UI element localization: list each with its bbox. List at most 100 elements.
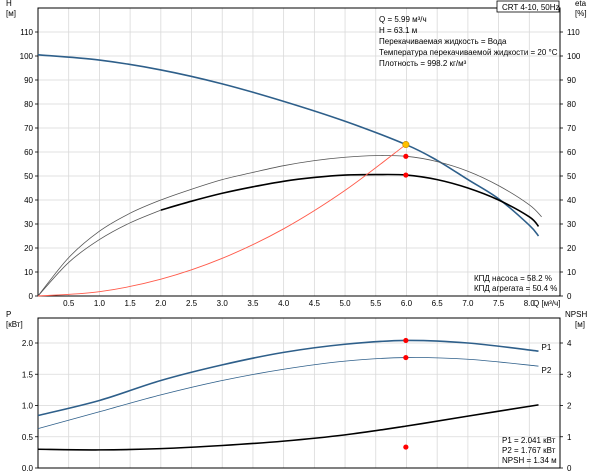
top-y-tick-label-right: 100: [567, 52, 581, 61]
bottom-duty-point-marker: [403, 354, 409, 361]
duty-point-marker: [402, 141, 410, 149]
bottom-y-tick-label-left: 0.5: [22, 433, 34, 442]
bottom-y-label-left-line1: P: [6, 310, 11, 319]
info-line: Перекачиваемая жидкость = Вода: [379, 37, 507, 46]
x-tick-label: 5.5: [370, 299, 382, 308]
top-y-label-left-line2: [м]: [6, 9, 16, 18]
x-tick-label: 6.0: [401, 299, 413, 308]
top-series-group: [37, 54, 542, 297]
series-pump-efficiency-thin: [37, 155, 542, 297]
bottom-y-tick-label-left: 2.0: [22, 339, 34, 348]
bottom-y-tick-label-left: 1.0: [22, 402, 34, 411]
top-y-tick-label-right: 20: [567, 244, 576, 253]
duty-point-marker: [403, 153, 409, 159]
top-y-tick-label-left: 90: [24, 76, 33, 85]
head-efficiency-panel: 0.5 1.0 1.5 2.0 2.5 3.0 3.5 4.0 4.5 5.0 5.5 6.0 6.5 7…: [6, 0, 587, 308]
x-axis-label: Q [м³/ч]: [533, 299, 560, 308]
info-line: Плотность = 998.2 кг/м³: [379, 59, 467, 68]
bottom-grid: [38, 318, 560, 468]
efficiency-label: КПД насоса = 58.2 %: [474, 274, 552, 283]
top-y-tick-label-left: 0: [29, 292, 34, 301]
bottom-y-label-right-line2: [м]: [575, 320, 585, 329]
top-y-tick-label-right: 90: [567, 76, 576, 85]
info-line: Q = 5.99 м³/ч: [379, 15, 427, 24]
x-tick-label: 4.0: [278, 299, 290, 308]
bottom-y-label-right-line1: NPSH: [565, 310, 587, 319]
top-info-block: Q = 5.99 м³/ч H = 63.1 м Перекачиваемая жи…: [379, 15, 558, 68]
x-tick-label: 7.0: [462, 299, 474, 308]
duty-point-marker: [403, 172, 409, 178]
bottom-y-tick-label-right: 0: [567, 464, 572, 473]
top-y-tick-label-left: 70: [24, 124, 33, 133]
top-y-tick-label-left: 100: [20, 52, 34, 61]
bottom-info-line: NPSH = 1.34 м: [502, 456, 557, 465]
info-line: Температура перекачиваемой жидкости = 20…: [379, 48, 558, 57]
efficiency-label: КПД агрегата = 50.4 %: [474, 284, 557, 293]
bottom-y-label-left-line2: [кВт]: [6, 320, 23, 329]
info-line: H = 63.1 м: [379, 26, 417, 35]
top-y-tick-label-right: 110: [567, 28, 580, 37]
top-y-tick-label-left: 10: [24, 268, 33, 277]
series-P2: [37, 357, 539, 430]
top-y-tick-label-right: 70: [567, 124, 576, 133]
top-y-tick-label-left: 50: [24, 172, 33, 181]
series-unit-efficiency: [160, 173, 540, 227]
top-y-label-left-line1: H: [6, 0, 12, 8]
top-y-tick-label-right: 80: [567, 100, 576, 109]
series-system-curve: [37, 144, 407, 297]
top-y-label-right-line2: [%]: [575, 9, 587, 18]
x-tick-label: 6.5: [432, 299, 444, 308]
x-tick-label: 1.5: [125, 299, 137, 308]
bottom-y-tick-label-right: 1: [567, 433, 572, 442]
top-ticks-group: 0.5 1.0 1.5 2.0 2.5 3.0 3.5 4.0 4.5 5.0 5.5 6.0 6.5 7…: [20, 28, 581, 308]
x-tick-label: 4.5: [309, 299, 321, 308]
top-y-tick-label-left: 30: [24, 220, 33, 229]
power-npsh-panel: 0.0 0.5 1.0 1.5 2.0 0 1 2 3 4 P [кВт] NPSH [м] P1…: [6, 310, 587, 473]
bottom-plot-frame: [37, 317, 561, 469]
top-y-tick-label-right: 0: [567, 292, 572, 301]
series-label-P2: P2: [542, 366, 552, 375]
top-y-tick-label-left: 80: [24, 100, 33, 109]
efficiency-labels: КПД насоса = 58.2 %КПД агрегата = 50.4 %: [474, 274, 557, 293]
x-tick-label: 0.5: [63, 299, 75, 308]
series-unit-efficiency-thin: [37, 209, 161, 297]
bottom-y-tick-label-left: 0.0: [22, 464, 34, 473]
x-tick-label: 8.0: [524, 299, 536, 308]
x-tick-label: 1.0: [94, 299, 106, 308]
series-P1: [37, 339, 539, 417]
top-y-tick-label-left: 110: [20, 28, 33, 37]
top-grid: [38, 8, 560, 296]
top-y-tick-label-left: 20: [24, 244, 33, 253]
title-box: [496, 0, 560, 13]
top-markers-group: [402, 141, 410, 178]
bottom-y-tick-label-right: 3: [567, 370, 572, 379]
x-tick-label: 2.0: [155, 299, 167, 308]
top-y-tick-label-left: 60: [24, 148, 33, 157]
top-y-tick-label-left: 40: [24, 196, 33, 205]
top-y-tick-label-right: 10: [567, 268, 576, 277]
bottom-y-tick-label-left: 1.5: [22, 370, 34, 379]
bottom-series-group: [37, 339, 539, 451]
bottom-ticks-group: 0.0 0.5 1.0 1.5 2.0 0 1 2 3 4: [22, 339, 572, 473]
series-label-P1: P1: [542, 343, 552, 352]
top-y-tick-label-right: 60: [567, 148, 576, 157]
bottom-duty-point-marker: [403, 444, 409, 450]
top-y-label-right-line1: eta: [575, 0, 587, 8]
top-y-tick-label-right: 40: [567, 196, 576, 205]
bottom-y-tick-label-right: 4: [567, 339, 572, 348]
bottom-markers-group: [403, 337, 409, 450]
bottom-info-line: P1 = 2.041 кВт: [502, 436, 556, 445]
bottom-y-tick-label-right: 2: [567, 402, 572, 411]
x-tick-label: 3.5: [247, 299, 259, 308]
bottom-info-line: P2 = 1.767 кВт: [502, 446, 556, 455]
x-tick-label: 5.0: [339, 299, 351, 308]
top-y-tick-label-right: 30: [567, 220, 576, 229]
x-tick-label: 7.5: [493, 299, 505, 308]
x-tick-label: 3.0: [217, 299, 229, 308]
chart-title: CRT 4-10, 50Hz: [502, 3, 560, 12]
top-y-tick-label-right: 50: [567, 172, 576, 181]
x-tick-label: 2.5: [186, 299, 198, 308]
series-NPSH: [37, 404, 539, 451]
